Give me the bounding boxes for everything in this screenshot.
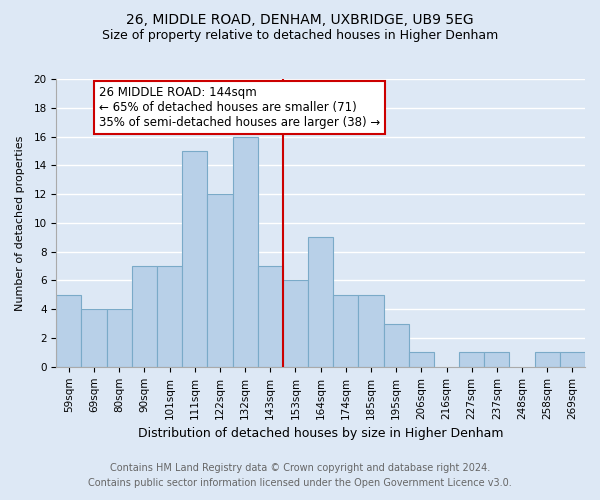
Bar bbox=[182, 151, 208, 367]
Text: 26 MIDDLE ROAD: 144sqm
← 65% of detached houses are smaller (71)
35% of semi-det: 26 MIDDLE ROAD: 144sqm ← 65% of detached… bbox=[99, 86, 380, 129]
Bar bbox=[308, 238, 333, 367]
Bar bbox=[535, 352, 560, 367]
Bar bbox=[258, 266, 283, 367]
Bar bbox=[233, 136, 258, 367]
Bar bbox=[132, 266, 157, 367]
X-axis label: Distribution of detached houses by size in Higher Denham: Distribution of detached houses by size … bbox=[138, 427, 503, 440]
Text: 26, MIDDLE ROAD, DENHAM, UXBRIDGE, UB9 5EG: 26, MIDDLE ROAD, DENHAM, UXBRIDGE, UB9 5… bbox=[126, 12, 474, 26]
Bar bbox=[208, 194, 233, 367]
Bar bbox=[107, 310, 132, 367]
Text: Contains HM Land Registry data © Crown copyright and database right 2024.
Contai: Contains HM Land Registry data © Crown c… bbox=[88, 462, 512, 487]
Bar bbox=[484, 352, 509, 367]
Bar bbox=[459, 352, 484, 367]
Bar bbox=[333, 295, 358, 367]
Bar bbox=[383, 324, 409, 367]
Bar bbox=[157, 266, 182, 367]
Bar bbox=[358, 295, 383, 367]
Bar bbox=[56, 295, 82, 367]
Bar bbox=[82, 310, 107, 367]
Text: Size of property relative to detached houses in Higher Denham: Size of property relative to detached ho… bbox=[102, 29, 498, 42]
Bar bbox=[560, 352, 585, 367]
Bar bbox=[409, 352, 434, 367]
Y-axis label: Number of detached properties: Number of detached properties bbox=[15, 135, 25, 310]
Bar bbox=[283, 280, 308, 367]
